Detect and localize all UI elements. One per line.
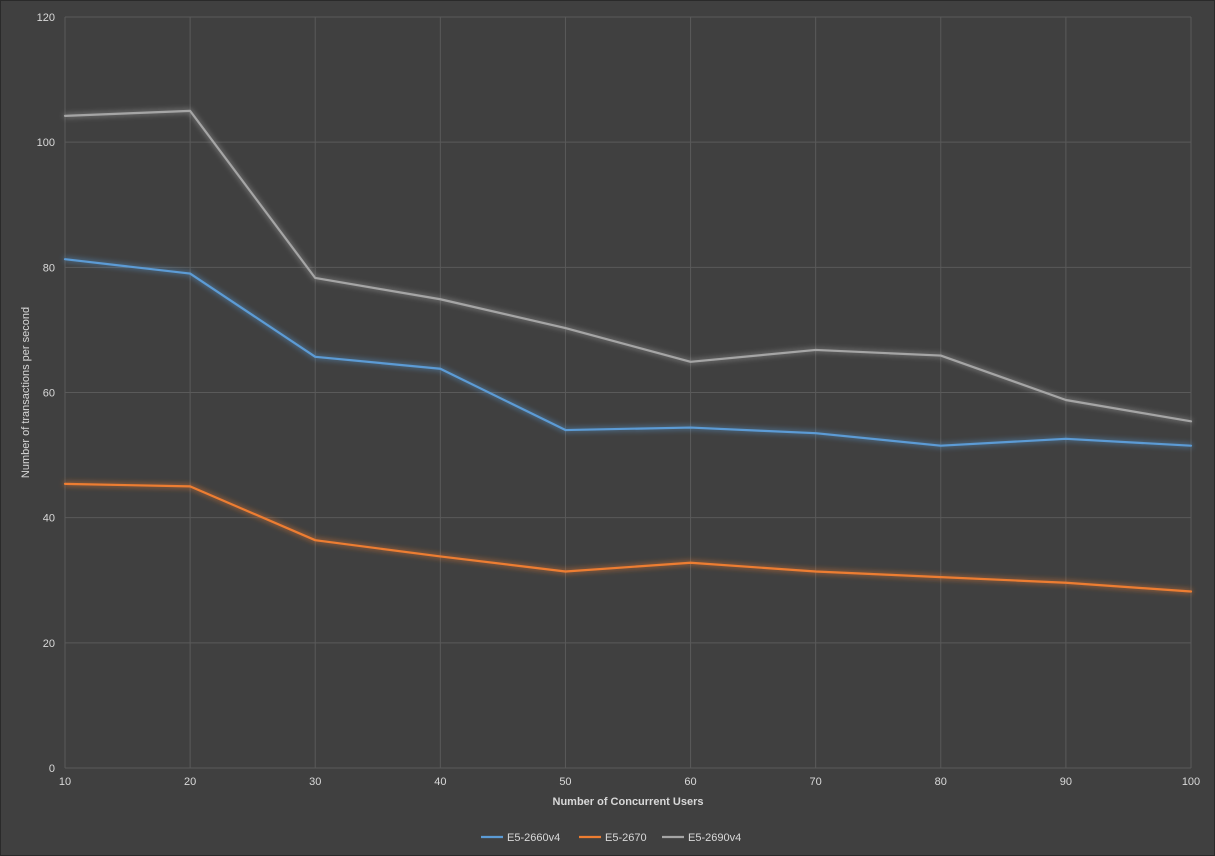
series-lines [63, 109, 1193, 593]
y-axis-title: Number of transactions per second [20, 307, 32, 478]
y-tick-label: 20 [43, 638, 55, 650]
x-tick-label: 90 [1060, 776, 1072, 788]
x-tick-label: 100 [1182, 776, 1200, 788]
y-tick-label: 60 [43, 388, 55, 400]
y-tick-label: 80 [43, 262, 55, 274]
y-tick-label: 120 [37, 12, 55, 24]
y-tick-label: 40 [43, 513, 55, 525]
series-line-e5-2690v4 [63, 109, 1193, 423]
x-tick-label: 70 [810, 776, 822, 788]
axes: 0 20 40 60 80 100 120 10 20 30 40 50 60 70 80 90 100 [37, 12, 1201, 788]
x-tick-label: 50 [559, 776, 571, 788]
x-tick-label: 40 [434, 776, 446, 788]
legend: E5-2660v4 E5-2670 E5-2690v4 [481, 832, 741, 844]
x-tick-label: 10 [59, 776, 71, 788]
x-tick-label: 20 [184, 776, 196, 788]
gridlines [64, 16, 1192, 769]
series-line-e5-2660v4 [63, 258, 1193, 447]
series-line-e5-2670 [63, 482, 1193, 593]
x-tick-label: 60 [684, 776, 696, 788]
x-axis-title: Number of Concurrent Users [553, 796, 704, 808]
legend-label: E5-2660v4 [507, 832, 560, 844]
x-tick-label: 80 [935, 776, 947, 788]
x-tick-label: 30 [309, 776, 321, 788]
legend-label: E5-2670 [605, 832, 647, 844]
y-tick-label: 100 [37, 137, 55, 149]
y-tick-label: 0 [49, 763, 55, 775]
legend-label: E5-2690v4 [688, 832, 741, 844]
